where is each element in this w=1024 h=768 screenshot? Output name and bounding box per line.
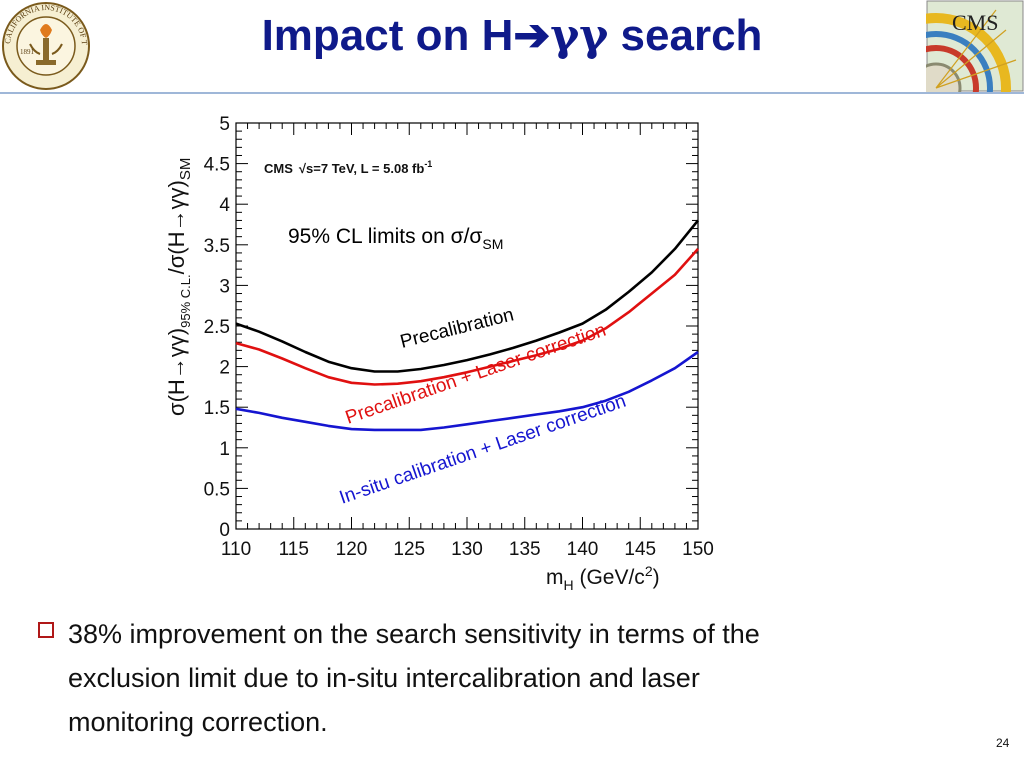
cms-logo-text: CMS [952,10,998,35]
y-tick-label: 1.5 [204,398,230,419]
x-tick-label: 130 [451,539,483,560]
x-tick-label: 125 [393,539,425,560]
y-axis-label: σ(H→γγ)95% C.L./σ(H→γγ)SM [164,158,194,416]
x-tick-label: 145 [624,539,656,560]
page-number: 24 [996,736,1010,750]
slide-title: Impact on H➔γγ search [261,10,763,61]
y-tick-label: 4 [219,195,230,216]
y-tick-label: 4.5 [204,155,230,176]
series-label-precalibration: Precalibration [398,304,516,352]
y-tick-label: 1 [219,439,230,460]
y-tick-label: 0.5 [204,479,230,500]
bullet-line-3: monitoring correction. [68,707,328,737]
cms-logo: CMS [926,0,1024,92]
y-tick-label: 5 [219,114,230,135]
x-tick-label: 150 [682,539,714,560]
bullet-text: 38% improvement on the search sensitivit… [68,612,948,744]
slide-header: CALIFORNIA INSTITUTE OF TECHNOLOGY 1891 … [0,0,1024,94]
limits-annotation: 95% CL limits on σ/σSM [288,225,503,252]
x-tick-label: 140 [567,539,599,560]
series-line-precalibration [235,219,700,373]
series-line-laser [235,248,699,386]
bullet-line-2: exclusion limit due to in-situ intercali… [68,663,700,693]
right-arrow-icon: ➔ [513,11,551,60]
x-axis-label: mH (GeV/c2) [546,563,660,593]
y-tick-label: 3 [219,276,230,297]
x-tick-label: 110 [221,539,251,560]
seal-year: 1891 [20,48,35,56]
caltech-seal-logo: CALIFORNIA INSTITUTE OF TECHNOLOGY 1891 [0,0,90,90]
x-tick-label: 115 [279,539,309,560]
y-tick-label: 2 [219,358,230,379]
limit-chart: σ(H→γγ)95% C.L./σ(H→γγ)SM 0 0.5 1 1.5 2 2.5 3 3… [164,114,714,593]
bullet-marker [38,622,54,638]
y-tick-label: 3.5 [204,236,230,257]
title-gamma: γγ [550,10,609,61]
series-line-insitu [235,350,699,432]
bullet-line-1: 38% improvement on the search sensitivit… [68,619,760,649]
experiment-label: CMS √s=7 TeV, L = 5.08 fb-1 [264,159,432,176]
x-tick-label: 135 [509,539,541,560]
y-tick-label: 0 [219,520,230,541]
y-tick-label: 2.5 [204,317,230,338]
header-divider [0,92,1024,94]
plot-frame [235,122,699,530]
x-tick-label: 120 [336,539,368,560]
